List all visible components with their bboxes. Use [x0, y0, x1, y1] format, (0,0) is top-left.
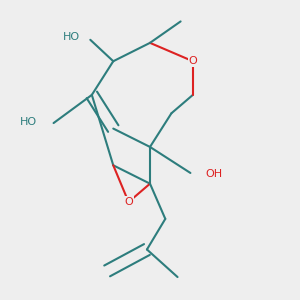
Text: OH: OH	[205, 169, 222, 179]
Text: O: O	[124, 197, 133, 207]
Text: O: O	[188, 56, 197, 66]
Text: HO: HO	[20, 117, 37, 128]
Text: HO: HO	[62, 32, 80, 42]
